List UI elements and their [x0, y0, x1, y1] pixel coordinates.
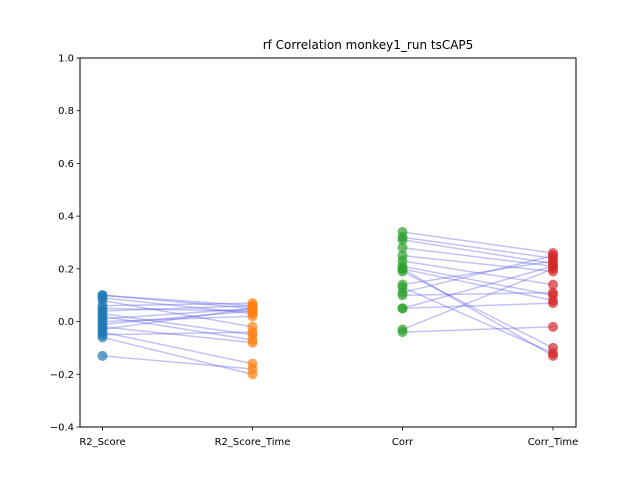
- pair-line-corr: [402, 247, 554, 267]
- y-tick-label: 0.8: [58, 106, 74, 117]
- pair-line-corr: [402, 268, 554, 357]
- pair-line-r2: [102, 294, 253, 307]
- corr-time-point: [548, 250, 558, 261]
- corr-point: [397, 327, 408, 338]
- r2-score-time-point: [247, 337, 258, 348]
- corr-point: [397, 290, 408, 301]
- pair-line-r2: [102, 355, 253, 370]
- pair-line-corr: [402, 236, 554, 260]
- corr-point: [397, 263, 408, 274]
- pair-line-corr: [402, 291, 554, 296]
- corr-time-point: [548, 321, 558, 332]
- pair-line-corr: [402, 231, 554, 254]
- plot-frame: [79, 57, 577, 428]
- pair-line-corr: [402, 239, 554, 265]
- pair-line-corr: [402, 286, 554, 354]
- x-tick-label: Corr_Time: [528, 437, 579, 448]
- corr-time-point: [548, 287, 558, 298]
- corr-point: [397, 234, 408, 245]
- pair-line-corr: [402, 260, 554, 286]
- y-tick-label: 0.2: [58, 264, 74, 275]
- pair-line-r2: [102, 307, 253, 320]
- corr-time-point: [548, 350, 558, 361]
- r2-score-point: [97, 350, 108, 361]
- pair-line-r2: [102, 315, 253, 323]
- y-tick-label: −0.2: [50, 370, 74, 381]
- pair-line-corr: [402, 265, 554, 296]
- corr-time-point: [548, 298, 558, 309]
- pair-line-corr: [402, 268, 554, 331]
- pair-line-r2: [102, 331, 253, 365]
- corr-point: [397, 242, 408, 253]
- pair-line-r2: [102, 315, 253, 341]
- pair-line-corr: [402, 326, 554, 333]
- x-tick-label: Corr: [392, 437, 414, 448]
- pair-line-r2: [102, 307, 253, 331]
- x-tick-label: R2_Score: [79, 437, 125, 448]
- pair-line-r2: [102, 326, 253, 344]
- pair-line-corr: [402, 254, 554, 273]
- pair-line-r2: [102, 294, 253, 310]
- corr-time-point: [548, 263, 558, 274]
- pair-line-corr: [402, 270, 554, 349]
- corr-point: [397, 303, 408, 314]
- pair-line-r2: [102, 310, 253, 325]
- chart-title: rf Correlation monkey1_run tsCAP5: [263, 38, 474, 52]
- pair-line-r2: [102, 331, 253, 336]
- y-tick-label: 0.0: [58, 317, 74, 328]
- pair-line-corr: [402, 265, 554, 310]
- x-axis: R2_Score R2_Score_Time Corr Corr_Time: [79, 427, 578, 448]
- y-axis: −0.4 −0.2 0.0 0.2 0.4 0.6 0.8 1.0: [50, 54, 80, 434]
- corr-time-point: [548, 279, 558, 290]
- pair-line-corr: [402, 268, 554, 302]
- pair-line-r2: [102, 299, 253, 328]
- data-points: [97, 226, 558, 380]
- pair-line-r2: [102, 307, 253, 312]
- y-tick-label: 1.0: [58, 54, 74, 65]
- x-tick-label: R2_Score_Time: [215, 437, 291, 448]
- pair-line-r2: [102, 302, 253, 307]
- pair-line-r2: [102, 336, 253, 376]
- pair-line-corr: [402, 302, 554, 310]
- pair-line-corr: [402, 254, 554, 294]
- pair-line-r2: [102, 297, 253, 315]
- r2-score-time-point: [247, 327, 258, 338]
- y-tick-label: 0.4: [58, 212, 74, 223]
- r2-score-time-point: [247, 303, 258, 314]
- y-tick-label: 0.6: [58, 159, 74, 170]
- pair-line-r2: [102, 312, 253, 336]
- pair-line-corr: [402, 260, 554, 286]
- pair-lines: [102, 231, 554, 376]
- pair-line-r2: [102, 305, 253, 312]
- r2-score-time-point: [247, 364, 258, 375]
- r2-score-point: [97, 332, 108, 343]
- y-tick-label: −0.4: [50, 423, 74, 434]
